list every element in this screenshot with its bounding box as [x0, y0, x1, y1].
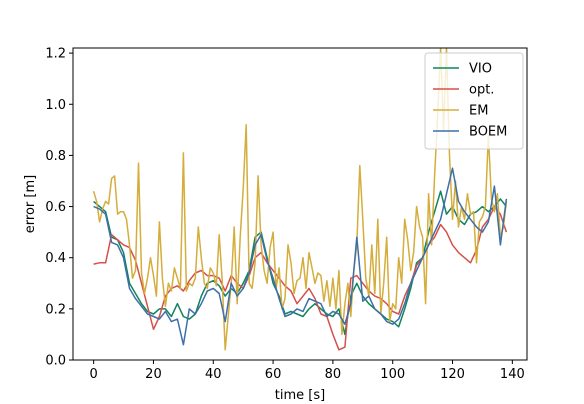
legend-label: EM — [469, 104, 488, 119]
y-tick-label: 1.0 — [45, 98, 66, 113]
x-tick-label: 80 — [325, 367, 342, 382]
legend-label: opt. — [469, 83, 494, 98]
y-tick-label: 0.6 — [45, 200, 66, 215]
series-line-opt — [93, 205, 508, 351]
legend-label: VIO — [469, 62, 492, 77]
series-line-boem — [93, 167, 508, 346]
y-tick-label: 0.4 — [45, 251, 66, 266]
plot-frame — [72, 47, 528, 361]
y-axis-label: error [m] — [23, 175, 38, 233]
x-tick-label: 0 — [89, 367, 97, 382]
x-tick-label: 60 — [265, 367, 282, 382]
legend-label: BOEM — [469, 125, 507, 140]
y-tick-label: 1.2 — [45, 47, 66, 62]
x-tick-label: 120 — [440, 367, 465, 382]
x-axis-label: time [s] — [275, 388, 325, 403]
y-axis: 0.0 0.2 0.4 0.6 0.8 1.0 1.2 — [45, 47, 73, 369]
y-tick-label: 0.8 — [45, 149, 66, 164]
legend: VIO opt. EM BOEM — [424, 52, 524, 150]
x-tick-label: 140 — [500, 367, 525, 382]
legend-box — [424, 52, 524, 150]
x-tick-label: 20 — [145, 367, 162, 382]
x-tick-label: 40 — [205, 367, 222, 382]
y-tick-label: 0.0 — [45, 354, 66, 369]
x-tick-label: 100 — [380, 367, 405, 382]
x-axis: 0 20 40 60 80 100 120 140 — [89, 360, 525, 382]
y-tick-label: 0.2 — [45, 302, 66, 317]
